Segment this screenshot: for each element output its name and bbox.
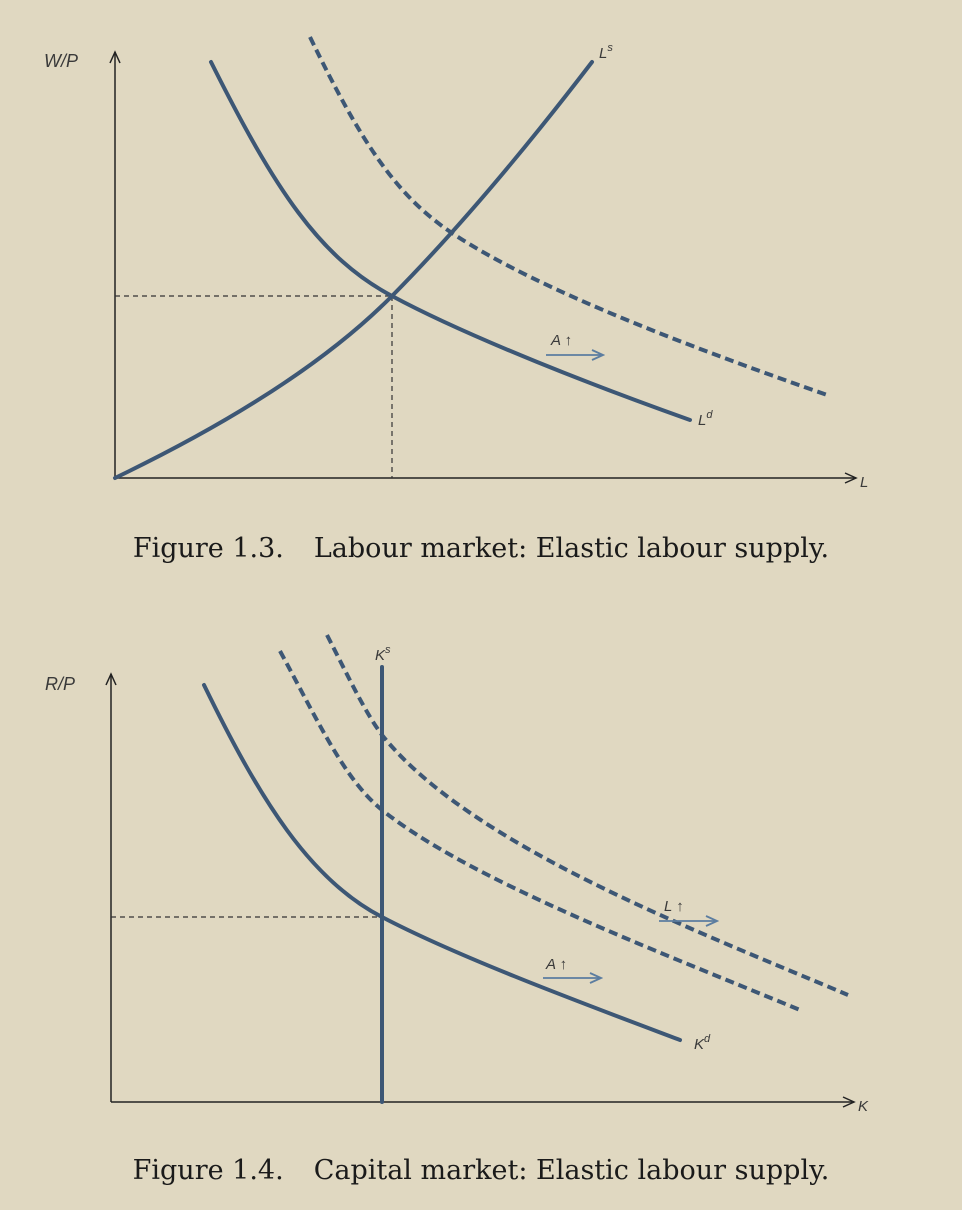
demand-label: Ld: [698, 409, 713, 429]
labour-demand-curve: [209, 60, 692, 422]
x-axis-label: K: [858, 1098, 869, 1115]
demand-label: Kd: [694, 1033, 711, 1053]
labour-shift-label: L ↑: [664, 898, 684, 915]
figure-number: Figure 1.4.: [132, 1155, 284, 1186]
capital-demand-curve: [202, 683, 682, 1042]
supply-label: Ks: [375, 644, 391, 664]
y-axis-label: W/P: [44, 51, 78, 71]
figure-title: Labour market: Elastic labour supply.: [313, 533, 830, 564]
technology-shift-label: A ↑: [545, 956, 567, 973]
technology-shift-label: A ↑: [550, 332, 572, 349]
figure-1-3-caption: Figure 1.3. Labour market: Elastic labour…: [0, 533, 962, 564]
y-axis-label: R/P: [45, 674, 75, 694]
labour-market-diagram: W/P L Ls Ld A ↑: [44, 36, 868, 491]
capital-demand-curve-technology-shift: [278, 650, 801, 1012]
supply-label: Ls: [599, 42, 613, 62]
x-axis-label: L: [860, 474, 868, 491]
capital-demand-curve-labour-shift: [325, 634, 849, 997]
figure-title: Capital market: Elastic labour supply.: [313, 1155, 830, 1186]
figure-number: Figure 1.3.: [132, 533, 284, 564]
figure-1-4-caption: Figure 1.4. Capital market: Elastic labou…: [0, 1155, 962, 1186]
capital-market-diagram: R/P K Ks Kd A ↑ L ↑: [45, 634, 869, 1115]
shifted-labour-demand-curve: [308, 36, 831, 398]
